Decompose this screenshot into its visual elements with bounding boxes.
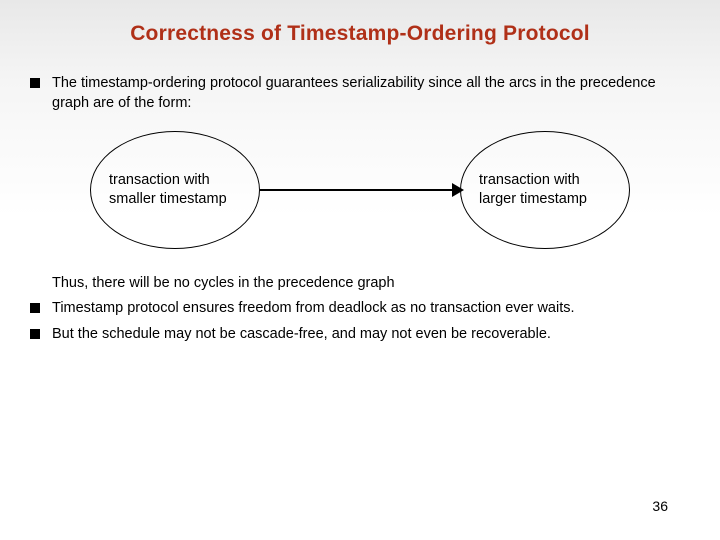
slide-content: The timestamp-ordering protocol guarante… (0, 46, 720, 344)
square-bullet-icon (30, 78, 40, 88)
square-bullet-icon (30, 303, 40, 313)
bullet-item: The timestamp-ordering protocol guarante… (30, 74, 690, 113)
diagram-node-right-label: transaction with larger timestamp (479, 171, 611, 209)
bullet-text: But the schedule may not be cascade-free… (52, 325, 551, 345)
bullet-item: But the schedule may not be cascade-free… (30, 325, 690, 345)
bullet-text: Timestamp protocol ensures freedom from … (52, 299, 575, 319)
conclusion-text: Thus, there will be no cycles in the pre… (52, 275, 690, 291)
diagram-arrow-line (260, 189, 458, 191)
diagram-node-left: transaction with smaller timestamp (90, 131, 260, 249)
precedence-diagram: transaction with smaller timestamp trans… (90, 131, 650, 261)
bullet-text: The timestamp-ordering protocol guarante… (52, 74, 690, 113)
page-number: 36 (652, 498, 668, 514)
diagram-node-left-label: transaction with smaller timestamp (109, 171, 241, 209)
bullet-item: Timestamp protocol ensures freedom from … (30, 299, 690, 319)
slide-title: Correctness of Timestamp-Ordering Protoc… (0, 0, 720, 46)
diagram-node-right: transaction with larger timestamp (460, 131, 630, 249)
square-bullet-icon (30, 329, 40, 339)
